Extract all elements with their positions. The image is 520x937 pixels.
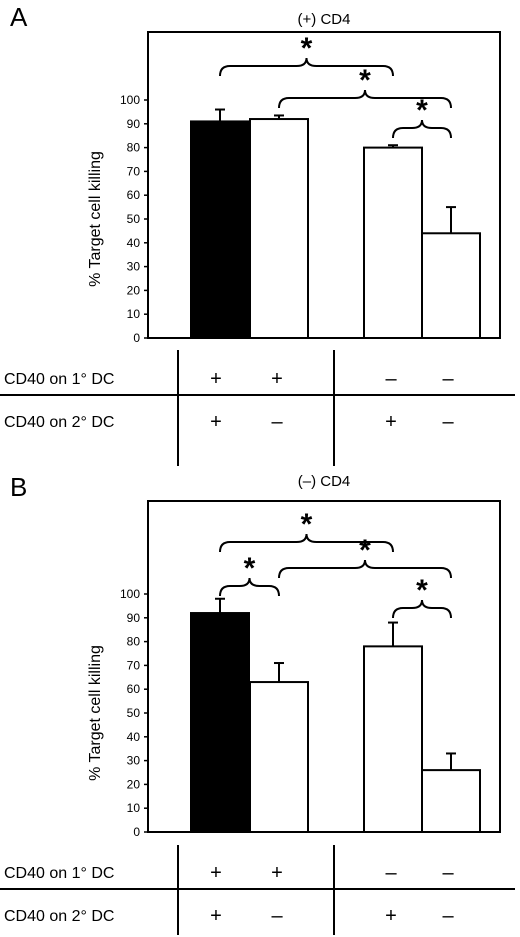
bar <box>421 232 481 339</box>
significance-brace <box>219 533 394 553</box>
condition-sign: – <box>442 368 454 390</box>
y-tick-label: 80 <box>127 141 141 155</box>
y-tick-label: 90 <box>127 611 141 625</box>
bar <box>190 612 250 833</box>
significance-star: * <box>301 32 313 65</box>
bar <box>190 120 250 339</box>
chart-title: (–) CD4 <box>298 473 351 490</box>
significance-brace <box>392 599 452 619</box>
condition-sign: + <box>271 862 283 884</box>
significance-brace <box>278 559 452 579</box>
bar <box>363 645 423 833</box>
significance-brace <box>219 577 280 597</box>
condition-sign: – <box>271 905 283 927</box>
condition-sign: – <box>442 411 454 433</box>
row-label: CD40 on 1° DC <box>4 371 114 388</box>
condition-sign: + <box>210 411 222 433</box>
row-label: CD40 on 2° DC <box>4 414 114 431</box>
y-tick-label: 10 <box>127 307 141 321</box>
plot-frame <box>147 500 501 833</box>
y-tick-label: 50 <box>127 212 141 226</box>
condition-sign: + <box>385 905 397 927</box>
bar <box>249 681 309 833</box>
significance-star: * <box>359 534 371 567</box>
y-tick-label: 70 <box>127 658 141 672</box>
y-tick-label: 10 <box>127 801 141 815</box>
significance-brace <box>392 119 452 139</box>
condition-sign: + <box>271 368 283 390</box>
y-tick-label: 30 <box>127 260 141 274</box>
y-tick-label: 90 <box>127 117 141 131</box>
panel-letter: A <box>10 2 28 32</box>
y-tick-label: 0 <box>133 331 140 345</box>
significance-star: * <box>416 94 428 127</box>
significance-star: * <box>301 508 313 541</box>
significance-star: * <box>244 552 256 585</box>
bar <box>421 769 481 833</box>
y-tick-label: 80 <box>127 635 141 649</box>
y-axis-label: % Target cell killing <box>87 151 104 287</box>
y-tick-label: 0 <box>133 825 140 839</box>
y-tick-label: 20 <box>127 283 141 297</box>
y-tick-label: 40 <box>127 730 141 744</box>
y-tick-label: 60 <box>127 682 141 696</box>
condition-sign: – <box>271 411 283 433</box>
panel-letter: B <box>10 472 27 502</box>
condition-sign: – <box>385 862 397 884</box>
y-tick-label: 50 <box>127 706 141 720</box>
bar <box>363 146 423 339</box>
y-axis-label: % Target cell killing <box>87 645 104 781</box>
condition-sign: + <box>210 862 222 884</box>
condition-sign: – <box>442 862 454 884</box>
significance-brace <box>278 89 452 109</box>
chart-title: (+) CD4 <box>298 11 351 28</box>
y-tick-label: 70 <box>127 164 141 178</box>
y-tick-label: 30 <box>127 754 141 768</box>
significance-brace <box>219 57 394 77</box>
bar <box>249 118 309 340</box>
condition-sign: – <box>385 368 397 390</box>
y-tick-label: 20 <box>127 777 141 791</box>
y-tick-label: 100 <box>120 587 140 601</box>
y-tick-label: 40 <box>127 236 141 250</box>
plot-frame <box>147 31 501 339</box>
condition-sign: + <box>210 368 222 390</box>
y-tick-label: 60 <box>127 188 141 202</box>
significance-star: * <box>359 64 371 97</box>
row-label: CD40 on 2° DC <box>4 908 114 925</box>
y-tick-label: 100 <box>120 93 140 107</box>
condition-sign: + <box>385 411 397 433</box>
condition-sign: + <box>210 905 222 927</box>
condition-sign: – <box>442 905 454 927</box>
significance-star: * <box>416 574 428 607</box>
row-label: CD40 on 1° DC <box>4 865 114 882</box>
